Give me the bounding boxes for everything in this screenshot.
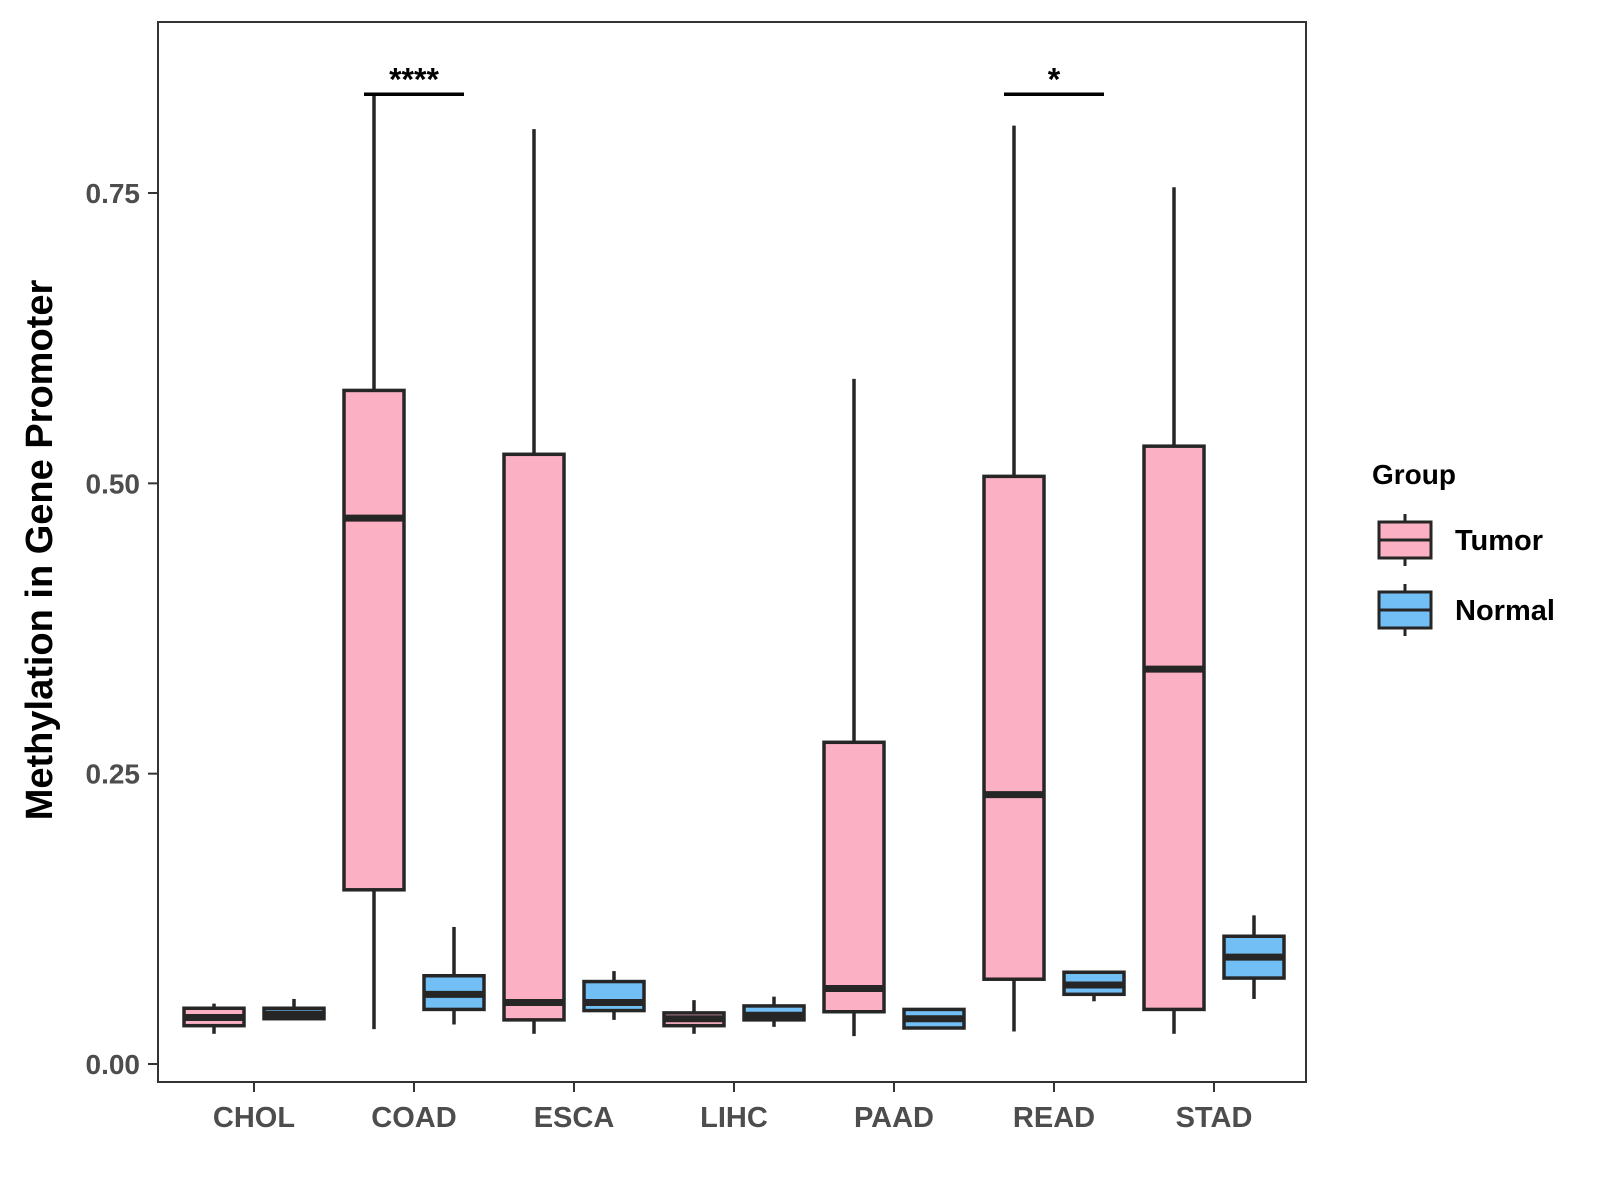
box-normal-read bbox=[1062, 970, 1126, 1002]
axes: 0.00 0.25 0.50 0.75 CHOL COAD ESCA LIHC PAAD READ… bbox=[86, 21, 1307, 1134]
legend-label: Tumor bbox=[1455, 525, 1543, 557]
y-tick-label: 0.75 bbox=[86, 178, 141, 209]
y-tick-label: 0.00 bbox=[86, 1049, 141, 1080]
box-body bbox=[582, 979, 646, 1013]
box-normal-stad bbox=[1222, 915, 1286, 999]
box-normal-coad bbox=[422, 926, 486, 1025]
box-tumor-paad bbox=[822, 378, 886, 1037]
y-tick-label: 0.25 bbox=[86, 759, 141, 790]
box-body bbox=[342, 388, 406, 892]
plot-area: **** * bbox=[182, 61, 1286, 1037]
legend: Group Tumor Normal bbox=[1372, 459, 1555, 636]
x-tick-label: READ bbox=[1013, 1102, 1095, 1134]
x-tick-label: STAD bbox=[1176, 1102, 1253, 1134]
x-tick-label: LIHC bbox=[700, 1102, 768, 1134]
box-body bbox=[502, 452, 566, 1022]
box-body bbox=[1142, 444, 1206, 1012]
box-normal-paad bbox=[902, 1007, 966, 1030]
box-body bbox=[982, 474, 1046, 981]
box-tumor-read bbox=[982, 125, 1046, 1032]
legend-title: Group bbox=[1372, 459, 1456, 490]
x-tick-label: ESCA bbox=[534, 1102, 615, 1134]
box-normal-esca bbox=[582, 971, 646, 1020]
x-tick-label: COAD bbox=[371, 1102, 456, 1134]
x-tick-label: PAAD bbox=[854, 1102, 934, 1134]
box-tumor-stad bbox=[1142, 187, 1206, 1034]
box-normal-lihc bbox=[742, 996, 806, 1027]
significance-label: **** bbox=[389, 61, 439, 97]
box-normal-chol bbox=[262, 998, 326, 1021]
box-tumor-esca bbox=[502, 129, 566, 1034]
box-tumor-chol bbox=[182, 1003, 246, 1034]
x-tick-label: CHOL bbox=[213, 1102, 295, 1134]
y-tick-label: 0.50 bbox=[86, 468, 141, 499]
y-axis-title: Methylation in Gene Promoter bbox=[19, 280, 61, 821]
box-tumor-lihc bbox=[662, 1000, 726, 1034]
legend-item-tumor: Tumor bbox=[1377, 514, 1543, 566]
significance-label: * bbox=[1048, 61, 1061, 97]
box-tumor-coad bbox=[342, 94, 406, 1030]
plot-panel-border bbox=[157, 21, 1307, 1083]
legend-label: Normal bbox=[1455, 595, 1555, 627]
legend-item-normal: Normal bbox=[1377, 584, 1555, 636]
box-body bbox=[822, 740, 886, 1014]
